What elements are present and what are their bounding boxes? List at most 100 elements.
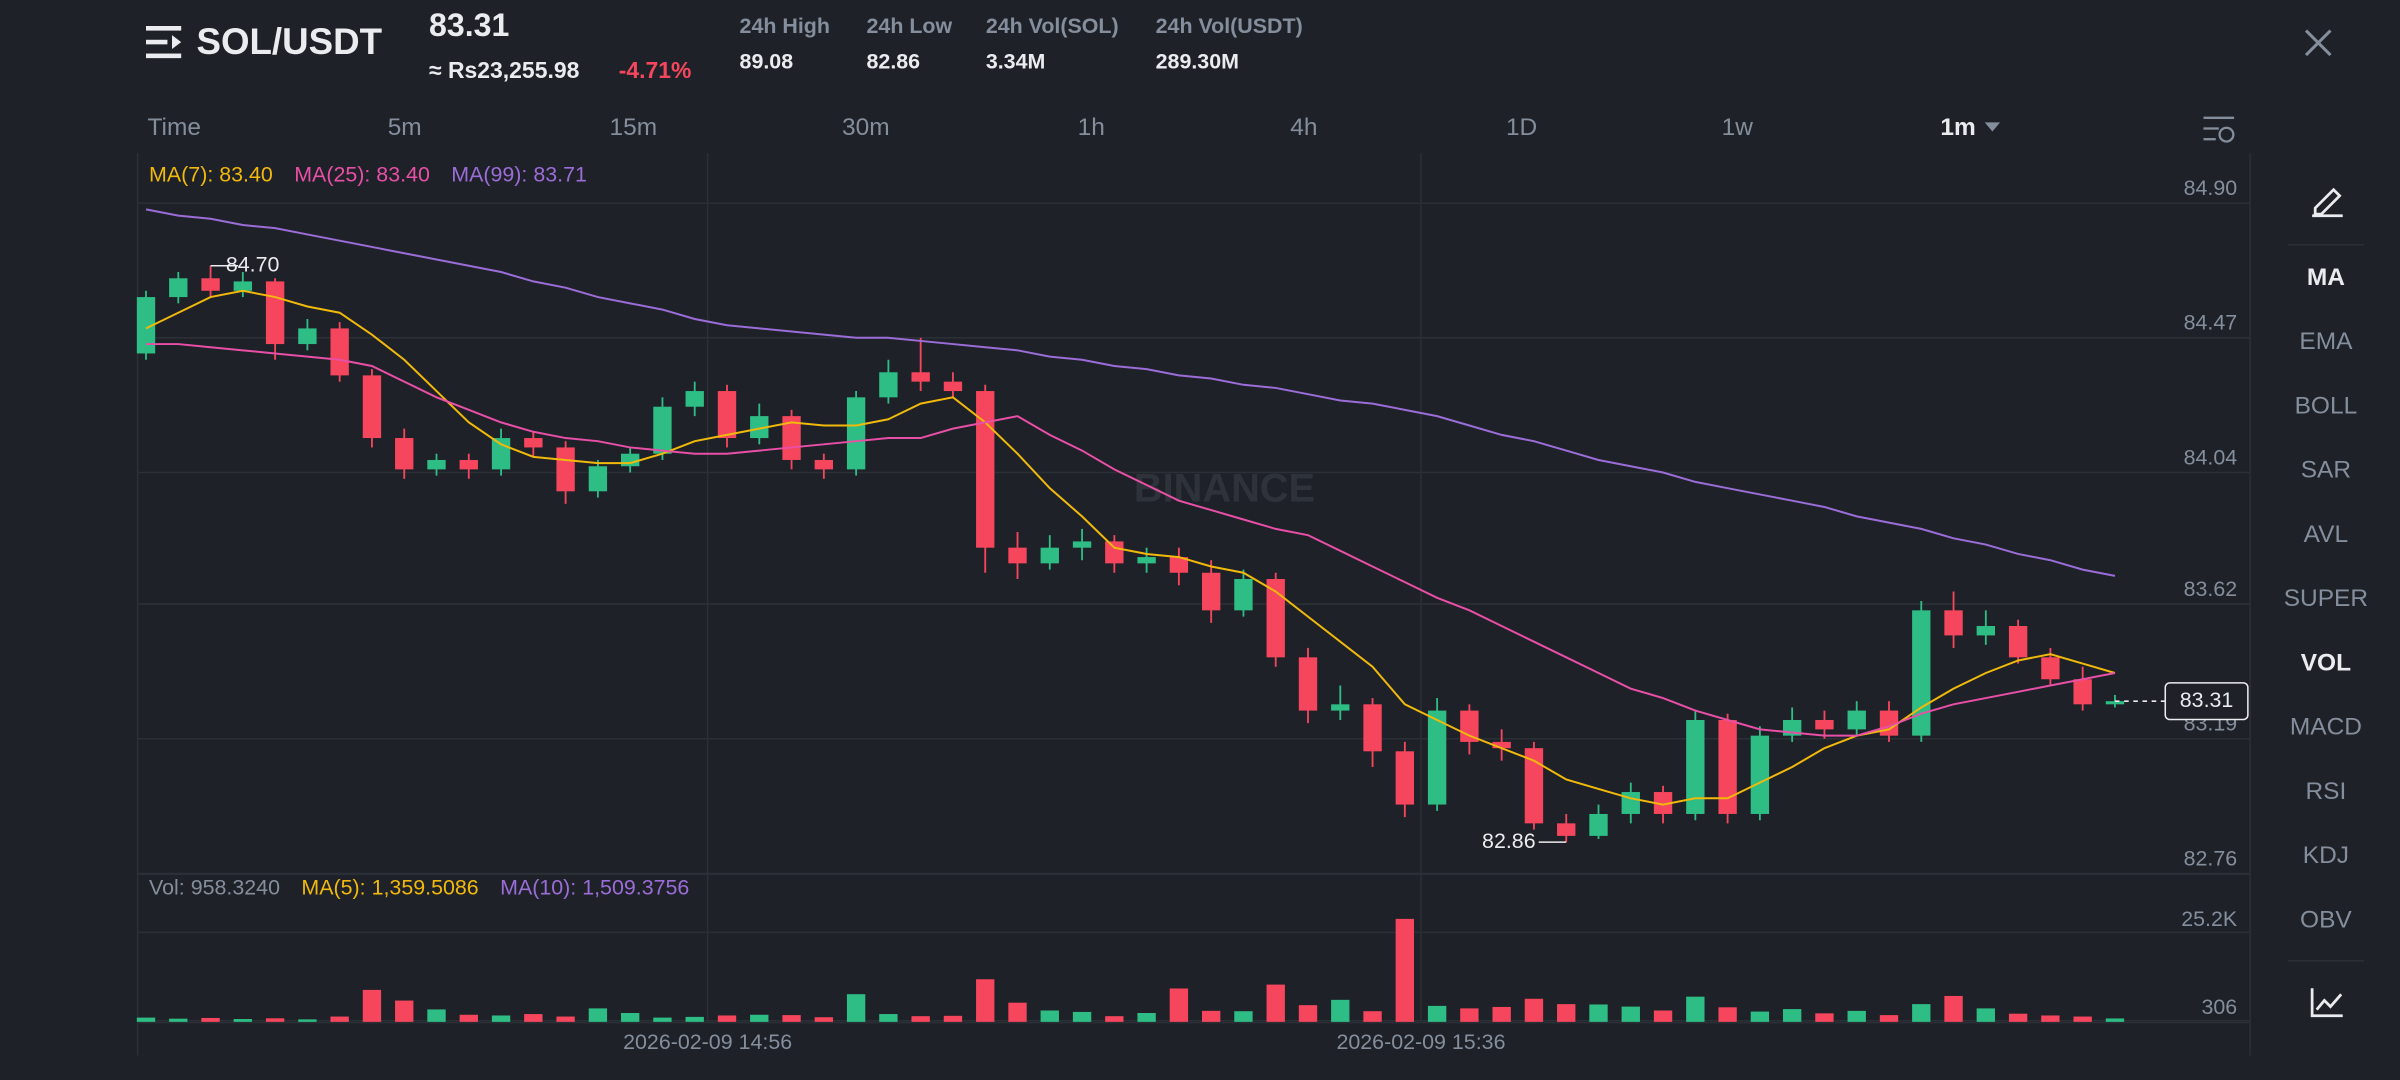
indicator-button[interactable]: SAR bbox=[2301, 457, 2351, 484]
indicator-button[interactable]: EMA bbox=[2299, 328, 2353, 355]
y-tick-label: 83.62 bbox=[2184, 577, 2238, 601]
candle-body bbox=[459, 459, 478, 470]
volume-bar bbox=[879, 1014, 898, 1022]
candle-body bbox=[1847, 710, 1866, 730]
volume-bar bbox=[1234, 1011, 1253, 1022]
stat-label: 24h Low bbox=[867, 14, 953, 38]
settings-icon[interactable] bbox=[2203, 116, 2235, 143]
volume-bar bbox=[1395, 918, 1415, 1022]
ma-line bbox=[145, 289, 2116, 806]
candle-body bbox=[717, 391, 737, 439]
volume-bar bbox=[943, 1015, 963, 1022]
volume-bar bbox=[1750, 1011, 1770, 1022]
volume-tick-label: 306 bbox=[2201, 995, 2237, 1019]
indicator-button[interactable]: KDJ bbox=[2303, 842, 2349, 869]
volume-bar bbox=[2041, 1015, 2060, 1022]
volume-bar bbox=[782, 1015, 801, 1022]
indicator-button[interactable]: OBV bbox=[2300, 906, 2352, 933]
volume-bar bbox=[1331, 999, 1350, 1022]
chart-type-icon[interactable] bbox=[2310, 988, 2343, 1018]
indicator-button[interactable]: AVL bbox=[2304, 521, 2348, 548]
candle-body bbox=[362, 375, 382, 439]
candle-body bbox=[911, 372, 930, 382]
high-label: 84.70 bbox=[226, 252, 280, 276]
volume-bar bbox=[1653, 1010, 1673, 1022]
volume-bar bbox=[2073, 1016, 2092, 1022]
candle-body bbox=[943, 381, 963, 392]
candle-body bbox=[879, 372, 898, 398]
volume-tick-label: 25.2K bbox=[2181, 907, 2238, 931]
volume-bar bbox=[491, 1015, 511, 1022]
candle-body bbox=[782, 416, 801, 460]
candle-body bbox=[1524, 748, 1544, 824]
candle-body bbox=[1653, 792, 1673, 814]
volume-bar bbox=[1072, 1011, 1092, 1022]
pencil-icon[interactable] bbox=[2312, 187, 2343, 218]
volume-bar bbox=[136, 1017, 156, 1022]
candle-body bbox=[1331, 704, 1350, 711]
candle-body bbox=[1718, 719, 1737, 814]
interval-tab[interactable]: 1w bbox=[1722, 114, 1754, 141]
volume-bar bbox=[1879, 1015, 1899, 1022]
change: -4.71% bbox=[619, 57, 692, 83]
interval-tab[interactable]: 15m bbox=[610, 114, 658, 141]
indicator-button[interactable]: SUPER bbox=[2284, 585, 2368, 612]
ma-line bbox=[146, 343, 2116, 737]
volume-bar bbox=[556, 1016, 575, 1022]
volume-bar bbox=[976, 979, 995, 1022]
volume-bar bbox=[524, 1014, 543, 1022]
volume-bar bbox=[1847, 1010, 1866, 1022]
volume-bar bbox=[1363, 1011, 1382, 1022]
y-tick-label: 84.47 bbox=[2184, 311, 2238, 335]
volume-bar bbox=[1460, 1008, 1479, 1022]
candle-body bbox=[814, 459, 834, 470]
volume-bar bbox=[1266, 984, 1285, 1022]
interval-tab[interactable]: 1D bbox=[1506, 114, 1537, 141]
low-label: 82.86 bbox=[1482, 829, 1536, 853]
interval-tab[interactable]: Time bbox=[148, 114, 201, 141]
candle-body bbox=[556, 447, 575, 492]
interval-tab[interactable]: 30m bbox=[842, 114, 890, 141]
volume-bar bbox=[362, 989, 382, 1022]
candle-body bbox=[298, 328, 317, 345]
volume-bar bbox=[1105, 1016, 1124, 1022]
candle-body bbox=[1072, 541, 1092, 548]
pair: SOL/USDT bbox=[196, 21, 382, 62]
interval-tab[interactable]: 1h bbox=[1078, 114, 1105, 141]
volume-bar bbox=[814, 1017, 834, 1022]
candle-body bbox=[201, 278, 220, 291]
menu-icon[interactable] bbox=[146, 26, 182, 59]
indicator-button[interactable]: MA bbox=[2307, 264, 2345, 291]
y-tick-label: 82.76 bbox=[2184, 846, 2238, 870]
y-tick-label: 84.90 bbox=[2184, 176, 2238, 200]
close-button[interactable] bbox=[2304, 29, 2332, 57]
candle-body bbox=[1105, 541, 1124, 564]
candle-body bbox=[2008, 626, 2028, 658]
indicator-button[interactable]: MACD bbox=[2290, 714, 2362, 741]
volume-bar bbox=[1427, 1005, 1447, 1022]
interval-tab[interactable]: 4h bbox=[1290, 114, 1317, 141]
volume-legend: Vol: 958.3240 bbox=[149, 875, 280, 899]
volume-bar bbox=[653, 1017, 672, 1022]
volume-bar bbox=[1201, 1010, 1221, 1022]
candle-body bbox=[846, 397, 866, 470]
stat-value: 82.86 bbox=[867, 49, 921, 73]
volume-bar bbox=[169, 1018, 188, 1022]
indicator-button[interactable]: VOL bbox=[2301, 649, 2351, 676]
volume-bar bbox=[1298, 1005, 1318, 1022]
volume-bar bbox=[1718, 1007, 1737, 1022]
indicator-button[interactable]: RSI bbox=[2305, 778, 2346, 805]
time-label: 2026-02-09 14:56 bbox=[623, 1030, 792, 1054]
stat-label: 24h High bbox=[740, 14, 830, 38]
volume-bar bbox=[1815, 1013, 1834, 1022]
candle-body bbox=[265, 281, 285, 345]
indicator-button[interactable]: BOLL bbox=[2295, 392, 2358, 419]
volume-bar bbox=[1008, 1002, 1027, 1022]
volume-bar bbox=[459, 1014, 478, 1022]
interval-tab[interactable]: 5m bbox=[388, 114, 422, 141]
volume-bar bbox=[750, 1014, 769, 1022]
interval-tab[interactable]: 1m bbox=[1940, 114, 1975, 141]
legend-entry: MA(7): 83.40 bbox=[149, 163, 273, 187]
volume-bar bbox=[1492, 1006, 1511, 1022]
